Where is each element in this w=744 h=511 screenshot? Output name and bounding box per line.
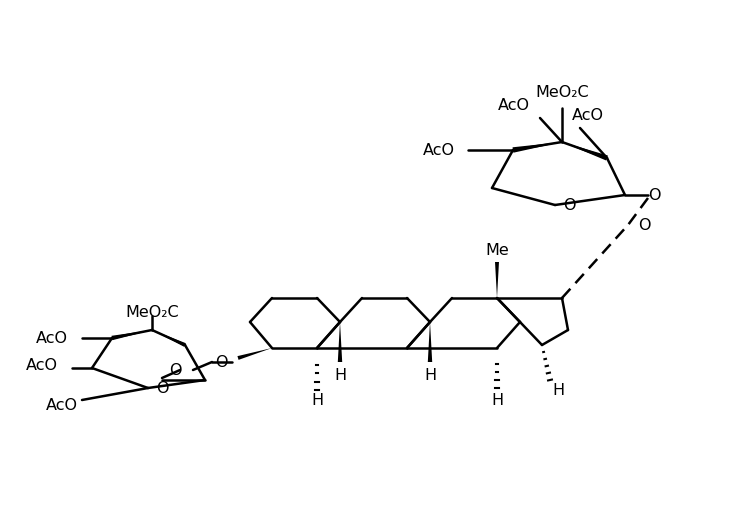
Polygon shape bbox=[562, 142, 608, 160]
Polygon shape bbox=[152, 330, 186, 347]
Text: AcO: AcO bbox=[498, 98, 530, 112]
Polygon shape bbox=[495, 262, 499, 298]
Text: O: O bbox=[170, 362, 182, 378]
Polygon shape bbox=[428, 322, 432, 362]
Text: AcO: AcO bbox=[26, 358, 58, 373]
Text: O: O bbox=[216, 355, 228, 369]
Text: H: H bbox=[311, 392, 323, 407]
Text: O: O bbox=[648, 188, 661, 202]
Text: H: H bbox=[424, 367, 436, 383]
Polygon shape bbox=[513, 142, 562, 153]
Text: AcO: AcO bbox=[423, 143, 455, 157]
Polygon shape bbox=[338, 322, 342, 362]
Text: O: O bbox=[156, 381, 168, 396]
Polygon shape bbox=[112, 330, 152, 340]
Text: H: H bbox=[491, 392, 503, 407]
Polygon shape bbox=[237, 348, 272, 360]
Text: H: H bbox=[552, 383, 564, 398]
Text: O: O bbox=[563, 197, 576, 213]
Text: O: O bbox=[638, 218, 650, 233]
Text: AcO: AcO bbox=[572, 107, 604, 123]
Text: MeO₂C: MeO₂C bbox=[125, 305, 179, 319]
Text: AcO: AcO bbox=[46, 398, 78, 412]
Text: AcO: AcO bbox=[36, 331, 68, 345]
Text: Me: Me bbox=[485, 243, 509, 258]
Text: MeO₂C: MeO₂C bbox=[535, 84, 589, 100]
Text: H: H bbox=[334, 367, 346, 383]
